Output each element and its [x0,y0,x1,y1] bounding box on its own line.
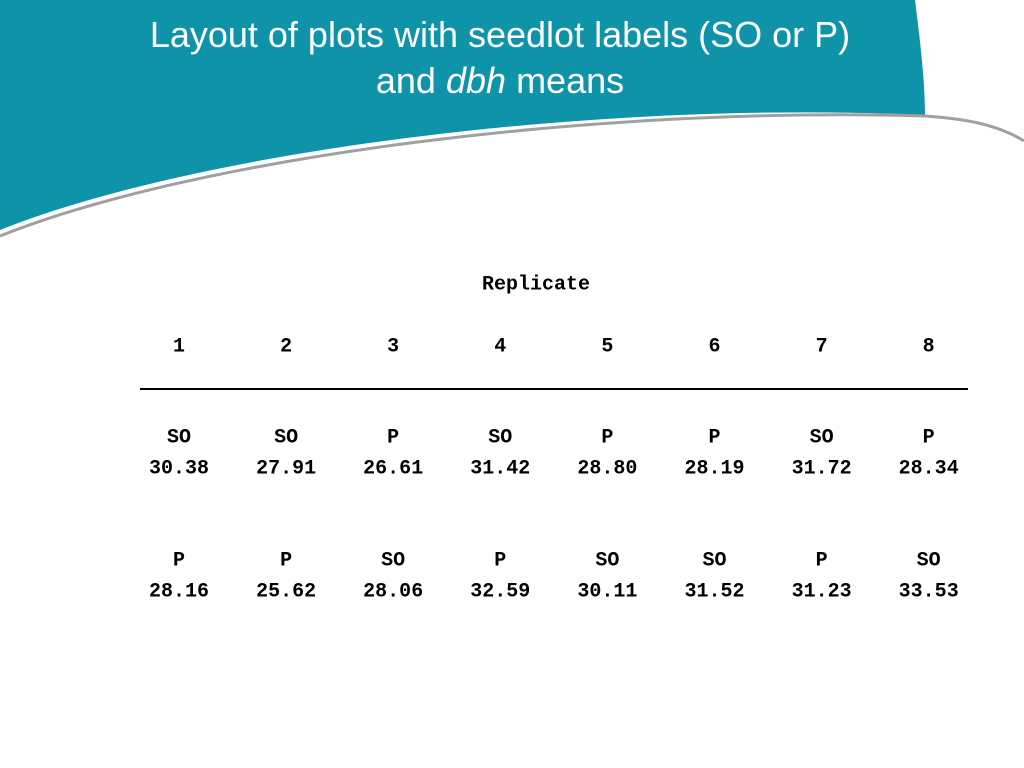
seedlot-label: P [172,549,186,573]
seedlot-label: SO [381,549,406,573]
title-text: means [516,60,625,101]
dbh-mean: 33.53 [898,580,959,604]
title-italic: dbh [445,60,507,101]
seedlot-label: SO [702,549,727,573]
column-header: 6 [708,335,721,359]
dbh-mean: 25.62 [256,580,317,604]
seedlot-label: P [922,426,935,450]
dbh-mean: 31.42 [470,457,531,481]
seedlot-label: P [494,549,507,573]
column-header: 8 [922,335,935,359]
header-rule [140,388,968,390]
dbh-mean: 26.61 [363,457,424,481]
dbh-mean: 30.38 [148,457,210,481]
header-curve [0,113,1024,238]
seedlot-label: SO [274,426,299,450]
seedlot-label: P [601,426,614,450]
seedlot-label: P [708,426,721,450]
dbh-mean: 32.59 [470,580,531,604]
dbh-mean: 31.23 [791,580,852,604]
seedlot-label: SO [595,549,620,573]
column-header: 3 [387,335,400,359]
column-header: 2 [280,335,293,359]
column-header: 7 [815,335,828,359]
column-header: 4 [494,335,507,359]
dbh-mean: 28.80 [577,457,638,481]
dbh-mean: 28.34 [898,457,959,481]
table-header: Replicate [481,273,591,297]
title-text: and [375,60,436,101]
dbh-mean: 31.72 [791,457,852,481]
title-line: and dbh means [0,60,1000,102]
dbh-mean: 27.91 [256,457,317,481]
dbh-mean: 28.19 [684,457,745,481]
column-header: 5 [601,335,614,359]
title-line: Layout of plots with seedlot labels (SO … [149,14,851,55]
seedlot-label: SO [809,426,834,450]
dbh-mean: 28.06 [363,580,424,604]
dbh-mean: 30.11 [577,580,638,604]
seedlot-label: P [280,549,293,573]
seedlot-label: P [387,426,400,450]
seedlot-label: P [815,549,828,573]
seedlot-label: SO [166,426,192,450]
seedlot-label: SO [488,426,513,450]
column-header: 1 [172,335,186,359]
seedlot-label: SO [916,549,941,573]
dbh-mean: 31.52 [684,580,745,604]
dbh-mean: 28.16 [148,580,210,604]
header-wave [0,0,925,230]
